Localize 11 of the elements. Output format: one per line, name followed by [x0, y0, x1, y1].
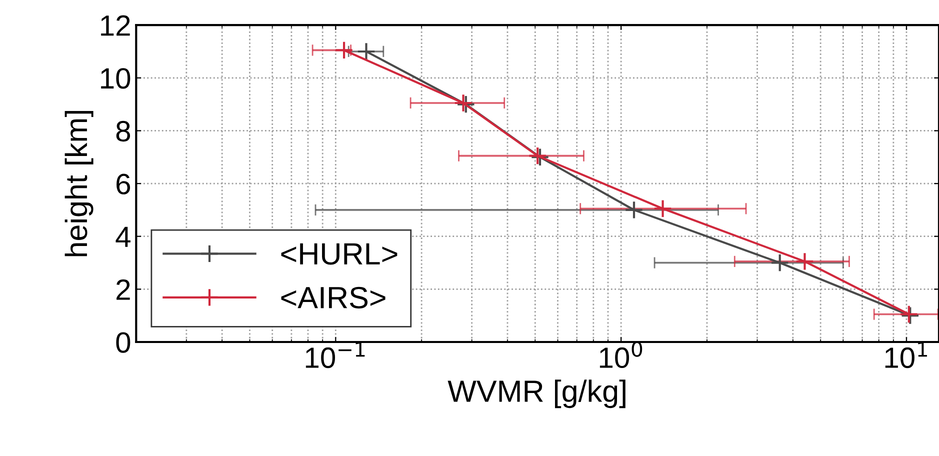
y-tick-label: 0 [116, 332, 130, 353]
y-tick-label: 12 [101, 15, 130, 36]
x-axis-title: WVMR [g/kg] [448, 380, 626, 408]
legend-label: <AIRS> [281, 286, 386, 308]
legend-label: <HURL> [281, 243, 398, 265]
y-tick-label: 10 [101, 68, 130, 89]
y-tick-label: 4 [116, 226, 130, 247]
y-tick-label: 8 [116, 120, 130, 142]
y-axis-title: height [km] [64, 110, 94, 256]
y-tick-label: 6 [116, 174, 130, 194]
y-tick-label: 2 [116, 279, 130, 300]
